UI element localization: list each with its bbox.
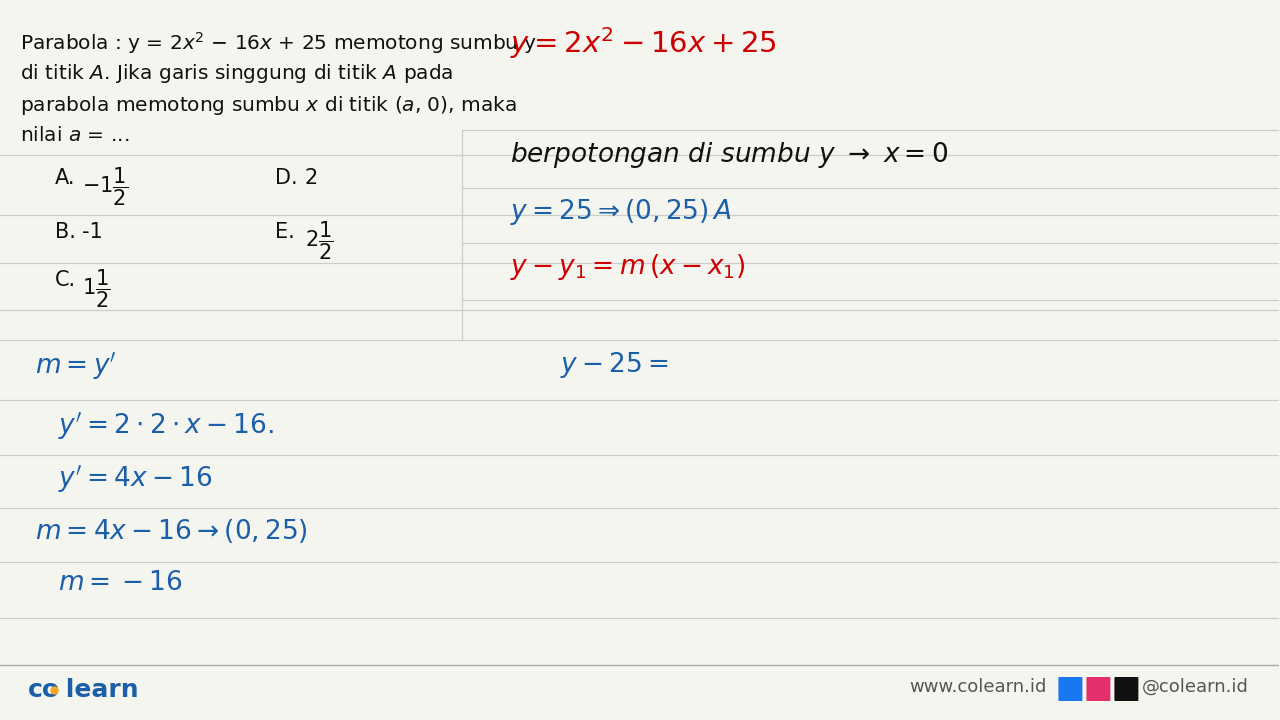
Text: www.colearn.id: www.colearn.id — [910, 678, 1047, 696]
Text: A.: A. — [55, 168, 76, 188]
Text: $y' = 2 \cdot 2 \cdot x - 16.$: $y' = 2 \cdot 2 \cdot x - 16.$ — [58, 410, 274, 442]
Text: $-1\dfrac{1}{2}$: $-1\dfrac{1}{2}$ — [82, 165, 128, 207]
Text: $2\dfrac{1}{2}$: $2\dfrac{1}{2}$ — [305, 219, 333, 261]
Text: $y = 25 \Rightarrow (0, 25)\,A$: $y = 25 \Rightarrow (0, 25)\,A$ — [509, 197, 731, 227]
Text: O: O — [1091, 680, 1103, 695]
Text: parabola memotong sumbu $x$ di titik ($a$, 0), maka: parabola memotong sumbu $x$ di titik ($a… — [20, 94, 517, 117]
Text: $m = y'$: $m = y'$ — [35, 350, 116, 382]
Text: Parabola : y = 2$x^2$ $-$ 16$x$ + 25 memotong sumbu y: Parabola : y = 2$x^2$ $-$ 16$x$ + 25 mem… — [20, 30, 538, 56]
Text: nilai $a$ = ...: nilai $a$ = ... — [20, 126, 129, 145]
Text: $m = 4x - 16 \rightarrow (0, 25)$: $m = 4x - 16 \rightarrow (0, 25)$ — [35, 517, 308, 545]
FancyBboxPatch shape — [1059, 677, 1083, 701]
Text: berpotongan di sumbu $y$ $\rightarrow$ $x = 0$: berpotongan di sumbu $y$ $\rightarrow$ $… — [509, 140, 947, 170]
Text: learn: learn — [58, 678, 138, 702]
Text: co: co — [28, 678, 60, 702]
Text: @colearn.id: @colearn.id — [1142, 678, 1249, 696]
Text: B.: B. — [55, 222, 76, 242]
Text: -1: -1 — [82, 222, 102, 242]
Text: D.: D. — [275, 168, 297, 188]
Text: $y - 25 =$: $y - 25 =$ — [559, 350, 668, 380]
FancyBboxPatch shape — [1115, 677, 1138, 701]
Text: di titik $A$. Jika garis singgung di titik $A$ pada: di titik $A$. Jika garis singgung di tit… — [20, 62, 453, 85]
Text: 2: 2 — [305, 168, 319, 188]
Text: d: d — [1120, 679, 1132, 697]
Text: $y' = 4x - 16$: $y' = 4x - 16$ — [58, 463, 212, 495]
Text: $y - y_1 = m\,(x - x_1)$: $y - y_1 = m\,(x - x_1)$ — [509, 252, 745, 282]
Text: $m = -16$: $m = -16$ — [58, 570, 182, 596]
Text: $y = 2x^2 - 16x + 25$: $y = 2x^2 - 16x + 25$ — [509, 25, 777, 61]
Text: f: f — [1064, 679, 1071, 698]
Text: E.: E. — [275, 222, 294, 242]
FancyBboxPatch shape — [1087, 677, 1110, 701]
Text: C.: C. — [55, 270, 76, 290]
Text: $1\dfrac{1}{2}$: $1\dfrac{1}{2}$ — [82, 267, 110, 310]
